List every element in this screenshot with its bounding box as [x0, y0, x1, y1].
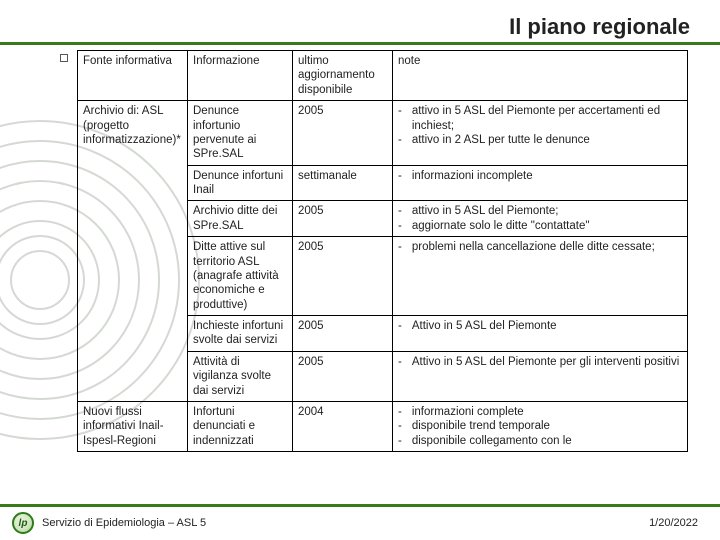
note-cell: -Attivo in 5 ASL del Piemonte — [393, 316, 688, 352]
page-title: Il piano regionale — [509, 14, 690, 40]
info-cell: Denunce infortunio pervenute ai SPre.SAL — [188, 101, 293, 166]
table-header-cell: ultimo aggiornamento disponibile — [293, 51, 393, 101]
table-row: Archivio di: ASL (progetto informatizzaz… — [78, 101, 688, 166]
note-cell: -informazioni incomplete — [393, 165, 688, 201]
table-header-cell: note — [393, 51, 688, 101]
update-cell: 2005 — [293, 201, 393, 237]
info-cell: Ditte attive sul territorio ASL (anagraf… — [188, 237, 293, 316]
table-header-cell: Fonte informativa — [78, 51, 188, 101]
update-cell: 2005 — [293, 101, 393, 166]
update-cell: 2005 — [293, 316, 393, 352]
divider-bottom — [0, 504, 720, 507]
footer-date: 1/20/2022 — [649, 517, 698, 529]
bullet-icon — [60, 54, 68, 62]
source-cell: Archivio di: ASL (progetto informatizzaz… — [78, 101, 188, 402]
note-cell: -informazioni complete-disponibile trend… — [393, 401, 688, 451]
info-cell: Denunce infortuni Inail — [188, 165, 293, 201]
info-cell: Infortuni denunciati e indennizzati — [188, 401, 293, 451]
info-cell: Archivio ditte dei SPre.SAL — [188, 201, 293, 237]
update-cell: settimanale — [293, 165, 393, 201]
update-cell: 2005 — [293, 237, 393, 316]
table-row: Nuovi flussi informativi Inail-Ispesl-Re… — [78, 401, 688, 451]
table-header-cell: Informazione — [188, 51, 293, 101]
note-cell: -attivo in 5 ASL del Piemonte per accert… — [393, 101, 688, 166]
update-cell: 2004 — [293, 401, 393, 451]
footer: lp Servizio di Epidemiologia – ASL 5 1/2… — [0, 508, 720, 538]
note-cell: -attivo in 5 ASL del Piemonte;-aggiornat… — [393, 201, 688, 237]
divider-top — [0, 42, 720, 45]
note-cell: -problemi nella cancellazione delle ditt… — [393, 237, 688, 316]
note-cell: -Attivo in 5 ASL del Piemonte per gli in… — [393, 351, 688, 401]
footer-service: Servizio di Epidemiologia – ASL 5 — [42, 517, 649, 529]
update-cell: 2005 — [293, 351, 393, 401]
content-area: Fonte informativaInformazioneultimo aggi… — [55, 50, 690, 500]
data-table: Fonte informativaInformazioneultimo aggi… — [77, 50, 688, 452]
source-cell: Nuovi flussi informativi Inail-Ispesl-Re… — [78, 401, 188, 451]
logo-icon: lp — [12, 512, 34, 534]
info-cell: Attività di vigilanza svolte dai servizi — [188, 351, 293, 401]
info-cell: Inchieste infortuni svolte dai servizi — [188, 316, 293, 352]
